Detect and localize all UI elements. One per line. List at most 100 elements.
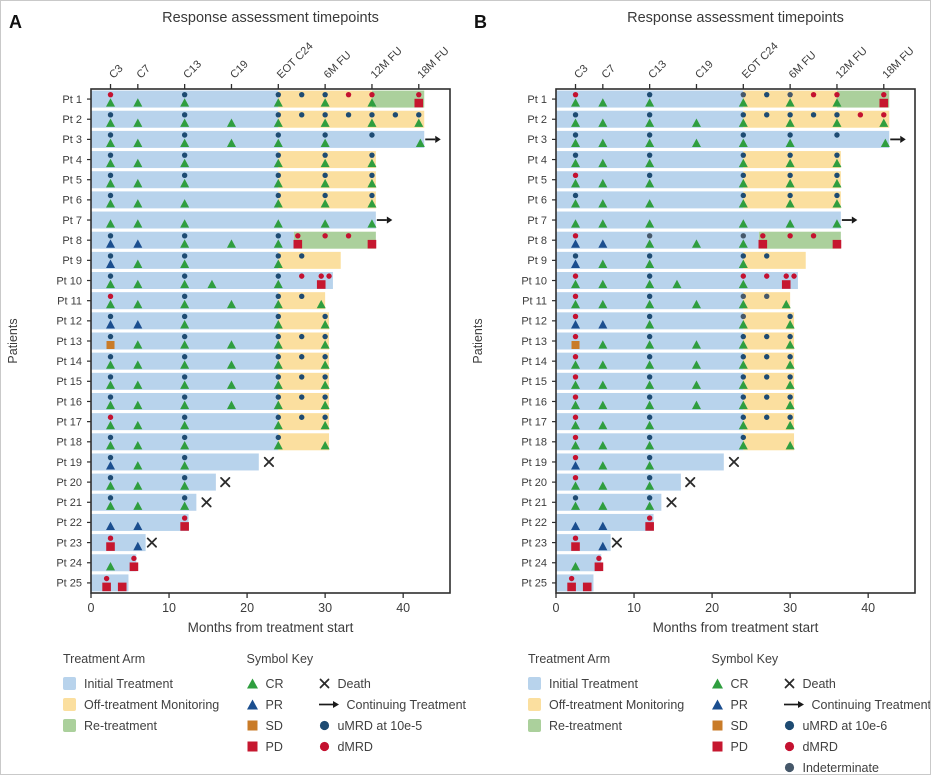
umrd-dot bbox=[322, 313, 328, 320]
symbol-key-left-column: CR PR SD PD bbox=[246, 673, 304, 757]
cr-marker bbox=[879, 118, 889, 127]
cr-marker bbox=[106, 420, 116, 430]
umrd-dot bbox=[322, 132, 328, 138]
y-axis-title: Patients bbox=[471, 318, 485, 363]
cr-marker bbox=[785, 118, 795, 127]
pr-marker bbox=[571, 320, 581, 329]
segment-initial bbox=[91, 453, 259, 471]
cr-marker bbox=[180, 340, 190, 349]
umrd-dot bbox=[764, 374, 770, 380]
cr-marker bbox=[571, 481, 581, 490]
cr-marker bbox=[180, 501, 190, 510]
legend-item-off-treatment-monitoring: Off-treatment Monitoring bbox=[528, 694, 699, 715]
umrd-dot bbox=[369, 192, 375, 199]
umrd-dot bbox=[369, 172, 375, 179]
umrd-dot bbox=[275, 152, 282, 158]
patient-label: Pt 12 bbox=[56, 316, 82, 328]
cr-marker bbox=[738, 158, 748, 168]
cr-marker bbox=[571, 501, 581, 510]
cr-marker bbox=[106, 138, 116, 147]
cr-marker bbox=[598, 501, 608, 510]
cr-marker bbox=[133, 481, 143, 490]
dmrd-dot bbox=[760, 233, 766, 239]
umrd-dot bbox=[740, 253, 747, 259]
patient-label: Pt 25 bbox=[521, 578, 547, 590]
legend-item-death: Death bbox=[318, 673, 466, 694]
segment-initial bbox=[556, 453, 724, 471]
umrd-dot bbox=[787, 152, 793, 158]
umrd-dot bbox=[646, 454, 653, 461]
legend-item-label: Death bbox=[337, 676, 371, 691]
segment-monitoring bbox=[278, 433, 330, 451]
legend-item-pr: PR bbox=[246, 694, 304, 715]
pr-marker bbox=[571, 239, 581, 248]
indeterminate-dot bbox=[740, 293, 747, 299]
segment-monitoring bbox=[743, 171, 841, 189]
cr-marker bbox=[273, 279, 283, 289]
cr-marker bbox=[180, 219, 190, 228]
umrd-dot bbox=[322, 172, 328, 179]
dmrd-dot bbox=[572, 172, 579, 179]
cr-marker bbox=[226, 340, 236, 349]
cr-marker bbox=[738, 138, 748, 147]
umrd-dot bbox=[322, 414, 328, 420]
umrd-dot bbox=[787, 192, 793, 199]
cr-marker bbox=[645, 178, 655, 188]
dmrd-dot bbox=[572, 535, 579, 541]
legend-item-dmrd: dMRD bbox=[783, 736, 930, 757]
segment-monitoring bbox=[743, 392, 795, 410]
umrd-dot bbox=[181, 475, 188, 481]
cr-marker bbox=[645, 360, 655, 369]
legend-item-label: SD bbox=[265, 718, 283, 733]
cr-marker bbox=[273, 118, 283, 127]
umrd-dot bbox=[181, 333, 188, 340]
cr-marker bbox=[645, 299, 655, 309]
umrd-dot bbox=[299, 354, 305, 360]
umrd-dot bbox=[764, 91, 770, 98]
cr-marker bbox=[180, 259, 190, 268]
umrd-dot bbox=[299, 374, 305, 380]
cr-marker bbox=[571, 420, 581, 430]
umrd-dot bbox=[275, 132, 282, 138]
legend-item-pr: PR bbox=[711, 694, 769, 715]
umrd-dot bbox=[322, 333, 328, 340]
symbol-key-right-column: Death Continuing Treatment uMRD at 10e-6 dM… bbox=[783, 673, 930, 774]
cr-marker bbox=[320, 340, 330, 349]
patient-label: Pt 19 bbox=[56, 457, 82, 469]
continuing-arrow-head bbox=[851, 216, 858, 224]
legend-symbol-key-title: Symbol Key bbox=[711, 652, 779, 666]
legend-item-label: CR bbox=[730, 676, 749, 691]
pd-marker bbox=[645, 522, 654, 531]
umrd-dot bbox=[275, 434, 282, 441]
legend-symbol-key-title: Symbol Key bbox=[246, 652, 314, 666]
legend-item-initial-treatment: Initial Treatment bbox=[528, 673, 699, 694]
cr-marker bbox=[367, 158, 377, 168]
umrd-dot bbox=[107, 374, 114, 380]
segment-monitoring bbox=[278, 312, 330, 330]
legend-item-label: Initial Treatment bbox=[549, 676, 638, 691]
cr-marker bbox=[738, 441, 748, 450]
umrd-dot bbox=[646, 354, 653, 360]
umrd-dot bbox=[646, 273, 653, 279]
dmrd-dot bbox=[572, 394, 579, 400]
legend-item-label: PR bbox=[730, 697, 748, 712]
umrd-dot bbox=[646, 333, 653, 340]
umrd-dot bbox=[275, 253, 282, 259]
cr-marker bbox=[672, 279, 682, 289]
umrd-dot bbox=[275, 172, 282, 179]
dmrd-dot bbox=[881, 112, 887, 118]
legend-panel-a: Treatment Arm Initial Treatment Off-treatm… bbox=[1, 652, 466, 757]
umrd-dot bbox=[322, 192, 328, 199]
cr-marker bbox=[598, 158, 608, 168]
cr-marker bbox=[106, 279, 116, 289]
cr-marker bbox=[226, 400, 236, 410]
dmrd-dot bbox=[318, 273, 324, 279]
top-axis-label: EOT C24 bbox=[275, 40, 316, 81]
pr-marker bbox=[106, 461, 116, 470]
umrd-dot bbox=[107, 112, 114, 118]
cr-marker bbox=[180, 360, 190, 369]
dmrd-dot bbox=[646, 515, 653, 521]
umrd-dot bbox=[322, 394, 328, 400]
x-tick-label: 30 bbox=[318, 601, 332, 615]
umrd-dot bbox=[299, 333, 305, 340]
